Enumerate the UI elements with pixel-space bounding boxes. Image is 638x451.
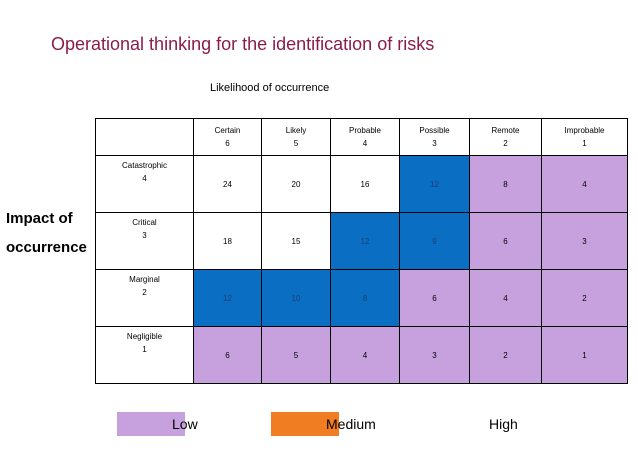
risk-cell: 4 — [541, 155, 628, 213]
risk-cell: 24 — [193, 155, 262, 213]
risk-matrix: Certain 6 Likely 5 Probable 4 Possible 3 Rem… — [95, 118, 628, 384]
row-score: 2 — [142, 288, 147, 297]
corner-cell — [95, 118, 194, 156]
row-name: Catastrophic — [122, 161, 167, 170]
risk-cell: 8 — [469, 155, 542, 213]
matrix-header-row: Certain 6 Likely 5 Probable 4 Possible 3 Rem… — [95, 118, 628, 156]
column-name: Certain — [214, 126, 241, 135]
risk-cell: 12 — [193, 269, 262, 327]
impact-label-line1: Impact of — [6, 210, 73, 227]
matrix-row: Catastrophic 4 24 20 16 12 8 4 — [95, 155, 628, 213]
row-score: 4 — [142, 174, 147, 183]
column-name: Probable — [348, 126, 382, 135]
column-header: Certain 6 — [193, 118, 262, 156]
risk-cell: 12 — [330, 212, 400, 270]
risk-cell: 10 — [261, 269, 331, 327]
column-score: 4 — [362, 139, 368, 148]
impact-label-line2: occurrence — [6, 239, 87, 256]
risk-cell: 20 — [261, 155, 331, 213]
column-score: 1 — [582, 139, 587, 148]
matrix-row: Critical 3 18 15 12 9 6 3 — [95, 212, 628, 270]
risk-cell: 9 — [399, 212, 470, 270]
column-header: Remote 2 — [469, 118, 542, 156]
risk-cell: 4 — [469, 269, 542, 327]
legend-swatch-low — [117, 412, 185, 436]
risk-cell: 6 — [399, 269, 470, 327]
risk-cell: 4 — [330, 326, 400, 384]
impact-axis-label: Impact of occurrence — [6, 204, 87, 262]
risk-cell: 8 — [330, 269, 400, 327]
risk-cell: 3 — [399, 326, 470, 384]
column-header: Improbable 1 — [541, 118, 628, 156]
column-header: Probable 4 — [330, 118, 400, 156]
column-name: Possible — [419, 126, 450, 135]
column-score: 5 — [293, 139, 299, 148]
risk-cell: 2 — [469, 326, 542, 384]
row-score: 1 — [142, 345, 147, 354]
risk-cell: 3 — [541, 212, 628, 270]
matrix-row: Negligible 1 6 5 4 3 2 1 — [95, 326, 628, 384]
row-name: Critical — [132, 218, 157, 227]
column-score: 6 — [225, 139, 230, 148]
risk-cell: 1 — [541, 326, 628, 384]
row-header: Critical 3 — [95, 212, 194, 270]
row-header: Negligible 1 — [95, 326, 194, 384]
column-score: 2 — [503, 139, 508, 148]
risk-cell: 16 — [330, 155, 400, 213]
row-header: Marginal 2 — [95, 269, 194, 327]
risk-cell: 15 — [261, 212, 331, 270]
row-header: Catastrophic 4 — [95, 155, 194, 213]
row-name: Negligible — [126, 332, 163, 341]
row-score: 3 — [142, 231, 147, 240]
page-title: Operational thinking for the identificat… — [51, 34, 435, 54]
column-header: Likely 5 — [261, 118, 331, 156]
column-score: 3 — [432, 139, 437, 148]
column-name: Improbable — [564, 126, 605, 135]
risk-cell: 6 — [469, 212, 542, 270]
risk-cell: 12 — [399, 155, 470, 213]
matrix-row: Marginal 2 12 10 8 6 4 2 — [95, 269, 628, 327]
column-header: Possible 3 — [399, 118, 470, 156]
column-name: Remote — [491, 126, 520, 135]
risk-cell: 5 — [261, 326, 331, 384]
row-name: Marginal — [129, 275, 160, 284]
risk-cell: 18 — [193, 212, 262, 270]
legend-label-high: High — [489, 416, 518, 432]
likelihood-axis-label: Likelihood of occurrence — [210, 82, 330, 94]
legend-swatch-medium — [271, 412, 339, 436]
legend-label-medium: Medium — [326, 416, 376, 432]
legend-label-low: Low — [172, 416, 198, 432]
risk-cell: 6 — [193, 326, 262, 384]
column-name: Likely — [285, 126, 307, 135]
risk-cell: 2 — [541, 269, 628, 327]
